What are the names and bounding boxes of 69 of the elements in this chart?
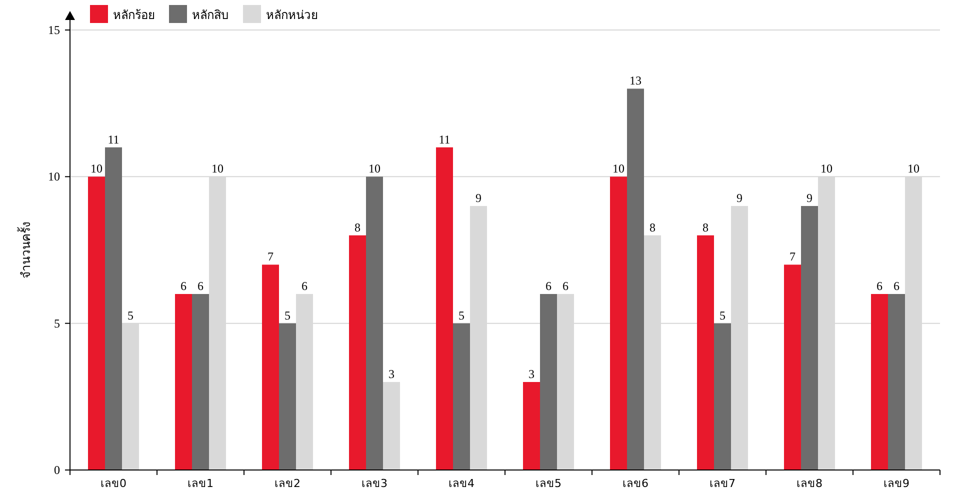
x-tick-label: เลข1 [188, 477, 214, 490]
data-label: 6 [894, 279, 900, 293]
x-tick-label: เลข7 [710, 477, 736, 490]
bar [436, 147, 453, 470]
data-label: 6 [198, 279, 204, 293]
bar [871, 294, 888, 470]
data-label: 6 [180, 279, 186, 293]
data-label: 9 [476, 191, 482, 205]
x-tick-label: เลข2 [274, 477, 300, 490]
bar [383, 382, 400, 470]
data-label: 6 [876, 279, 882, 293]
x-tick-label: เลข9 [884, 477, 910, 490]
x-tick-label: เลข0 [100, 477, 126, 490]
legend-label: หลักร้อย [113, 8, 155, 22]
x-tick-label: เลข5 [536, 477, 562, 490]
data-label: 6 [562, 279, 568, 293]
x-tick-label: เลข6 [622, 477, 648, 490]
data-label: 9 [736, 191, 742, 205]
data-label: 9 [806, 191, 812, 205]
x-tick-label: เลข4 [448, 477, 474, 490]
bar [453, 323, 470, 470]
data-label: 5 [458, 308, 464, 322]
data-label: 7 [790, 250, 796, 264]
bar [627, 88, 644, 470]
data-label: 10 [368, 162, 380, 176]
y-tick-label: 0 [54, 463, 60, 477]
bar [784, 264, 801, 470]
bar [262, 264, 279, 470]
data-label: 13 [630, 74, 642, 88]
x-tick-label: เลข8 [796, 477, 822, 490]
bar [192, 294, 209, 470]
bar [888, 294, 905, 470]
bar [714, 323, 731, 470]
y-tick-label: 10 [48, 170, 60, 184]
data-label: 6 [546, 279, 552, 293]
bar [366, 176, 383, 470]
legend-label: หลักหน่วย [266, 8, 318, 22]
y-tick-label: 15 [48, 23, 60, 37]
data-label: 6 [302, 279, 308, 293]
data-label: 10 [612, 162, 624, 176]
y-axis-title: จำนวนครั้ง [17, 222, 33, 278]
data-label: 11 [108, 132, 120, 146]
bar [279, 323, 296, 470]
data-label: 7 [268, 250, 274, 264]
data-label: 5 [128, 308, 134, 322]
bar [349, 235, 366, 470]
bar [105, 147, 122, 470]
data-label: 8 [354, 220, 360, 234]
bar [697, 235, 714, 470]
data-label: 10 [908, 162, 920, 176]
data-label: 10 [212, 162, 224, 176]
bar [801, 206, 818, 470]
legend-label: หลักสิบ [192, 8, 229, 22]
bar [540, 294, 557, 470]
data-label: 8 [702, 220, 708, 234]
data-label: 10 [820, 162, 832, 176]
data-label: 11 [438, 132, 450, 146]
bar [88, 176, 105, 470]
data-label: 3 [528, 367, 534, 381]
bar [523, 382, 540, 470]
data-label: 3 [388, 367, 394, 381]
bar [610, 176, 627, 470]
x-tick-label: เลข3 [362, 477, 388, 490]
data-label: 8 [650, 220, 656, 234]
data-label: 5 [720, 308, 726, 322]
y-tick-label: 5 [54, 316, 60, 330]
data-label: 5 [284, 308, 290, 322]
data-label: 10 [90, 162, 102, 176]
bar [175, 294, 192, 470]
